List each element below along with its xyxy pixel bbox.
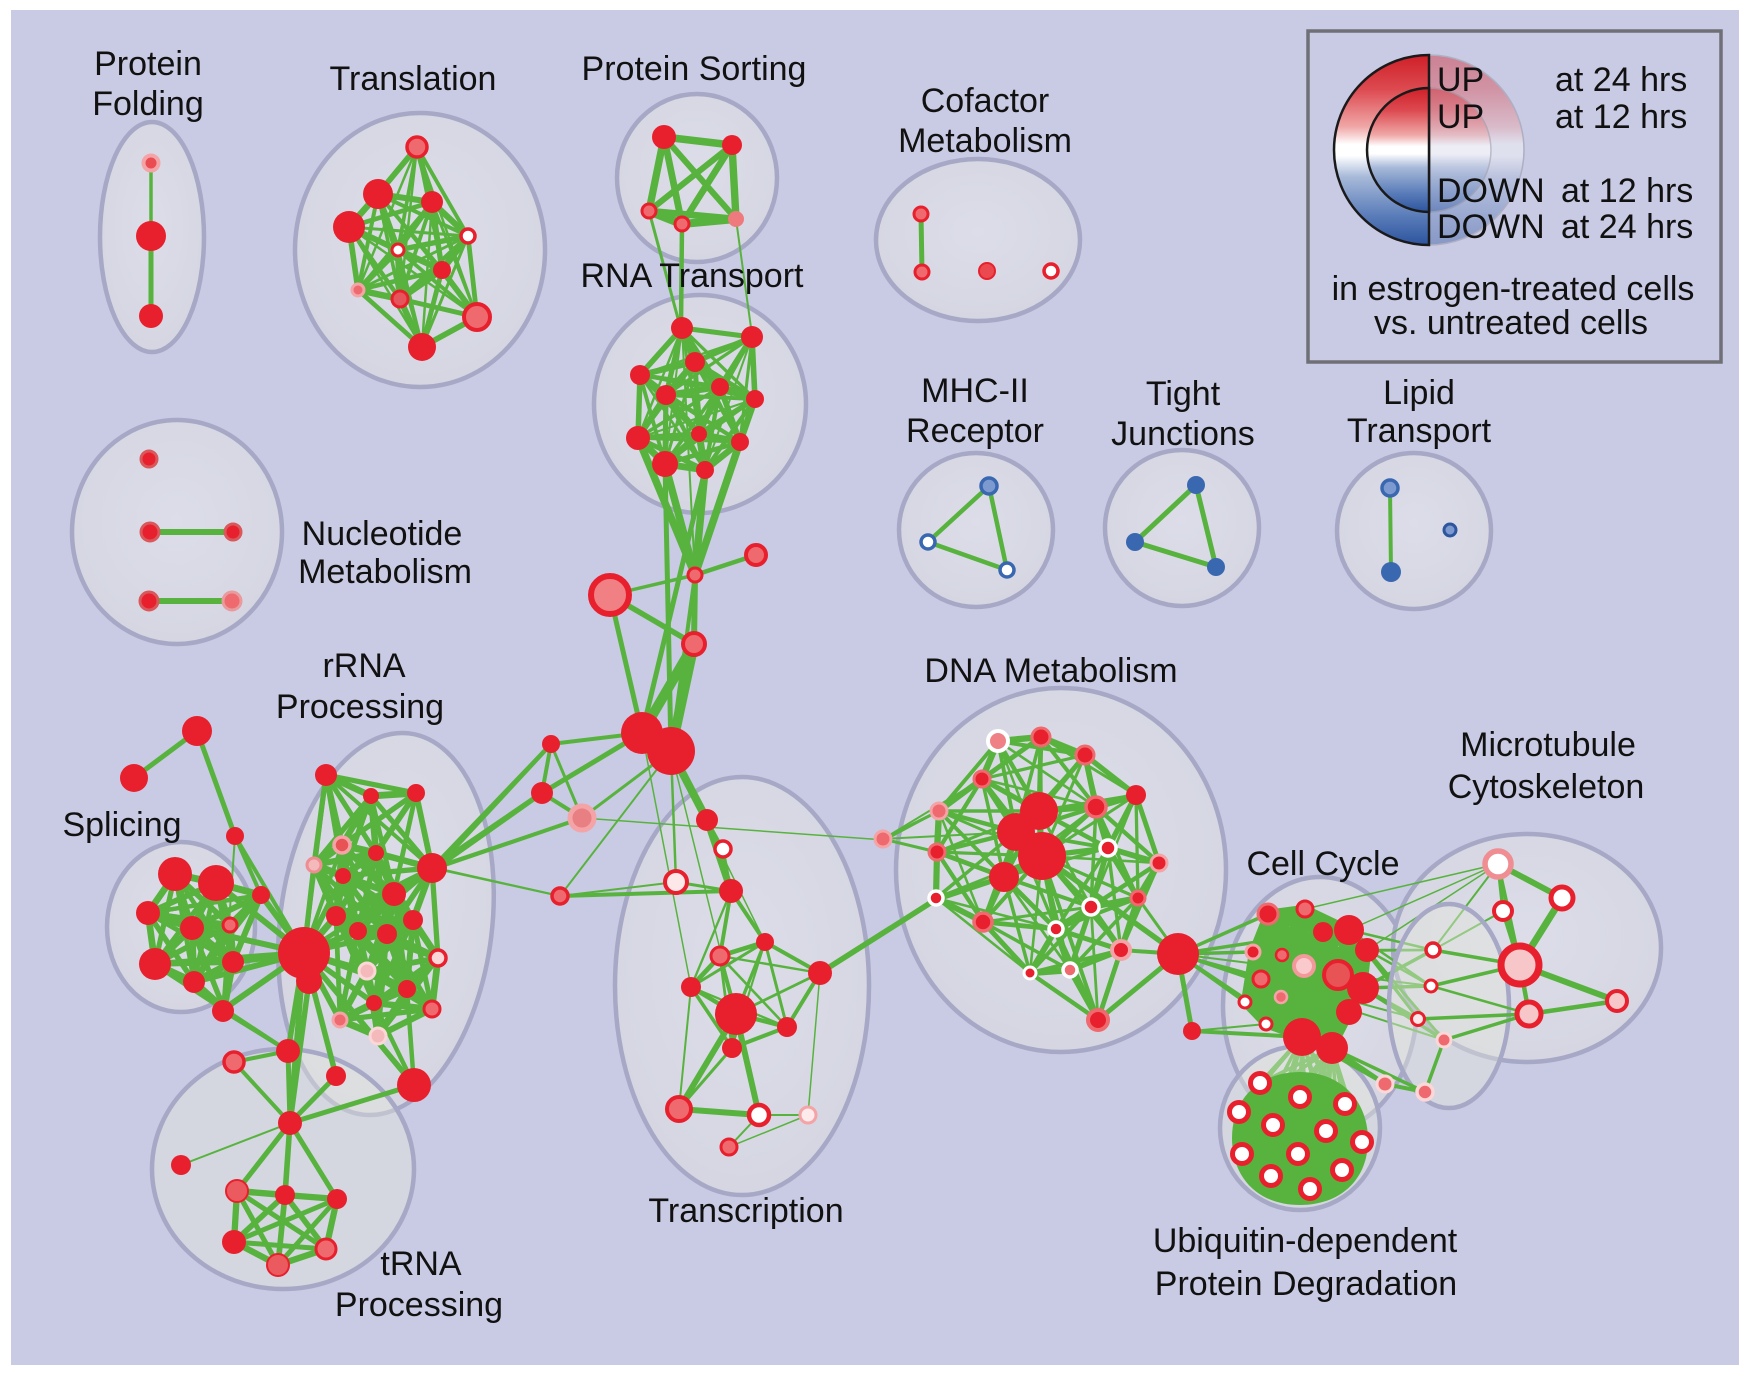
svg-text:MHC-II: MHC-II: [921, 372, 1029, 410]
svg-text:vs. untreated cells: vs. untreated cells: [1374, 304, 1648, 342]
svg-text:DOWN: DOWN: [1437, 208, 1545, 246]
svg-text:tRNA: tRNA: [380, 1245, 462, 1283]
svg-text:Tight: Tight: [1146, 375, 1221, 413]
svg-text:at 12 hrs: at 12 hrs: [1555, 98, 1687, 136]
svg-text:Nucleotide: Nucleotide: [302, 515, 463, 553]
svg-text:Translation: Translation: [330, 60, 497, 98]
svg-text:in estrogen-treated cells: in estrogen-treated cells: [1332, 270, 1695, 308]
svg-text:Lipid: Lipid: [1383, 374, 1455, 412]
svg-text:at 24 hrs: at 24 hrs: [1555, 61, 1687, 99]
svg-text:Ubiquitin-dependent: Ubiquitin-dependent: [1153, 1222, 1458, 1260]
svg-text:Splicing: Splicing: [62, 806, 181, 844]
svg-text:Protein: Protein: [94, 45, 202, 83]
svg-text:Cofactor: Cofactor: [921, 82, 1050, 120]
svg-text:Receptor: Receptor: [906, 412, 1044, 450]
svg-text:UP: UP: [1437, 61, 1484, 99]
svg-text:Metabolism: Metabolism: [298, 553, 472, 591]
svg-text:Cell Cycle: Cell Cycle: [1246, 845, 1399, 883]
svg-text:rRNA: rRNA: [322, 647, 405, 685]
svg-text:at 24 hrs: at 24 hrs: [1561, 208, 1693, 246]
svg-text:Processing: Processing: [335, 1286, 503, 1324]
svg-text:RNA Transport: RNA Transport: [581, 257, 805, 295]
svg-text:Folding: Folding: [92, 85, 204, 123]
svg-text:DNA Metabolism: DNA Metabolism: [924, 652, 1177, 690]
svg-text:at 12 hrs: at 12 hrs: [1561, 172, 1693, 210]
svg-text:Transcription: Transcription: [648, 1192, 843, 1230]
svg-text:Junctions: Junctions: [1111, 415, 1255, 453]
svg-text:DOWN: DOWN: [1437, 172, 1545, 210]
svg-text:Metabolism: Metabolism: [898, 122, 1072, 160]
svg-text:UP: UP: [1437, 98, 1484, 136]
svg-text:Processing: Processing: [276, 688, 444, 726]
svg-text:Transport: Transport: [1347, 412, 1492, 450]
svg-text:Cytoskeleton: Cytoskeleton: [1448, 768, 1645, 806]
svg-text:Protein Degradation: Protein Degradation: [1155, 1265, 1457, 1303]
svg-text:Microtubule: Microtubule: [1460, 726, 1636, 764]
svg-text:Protein Sorting: Protein Sorting: [582, 50, 807, 88]
